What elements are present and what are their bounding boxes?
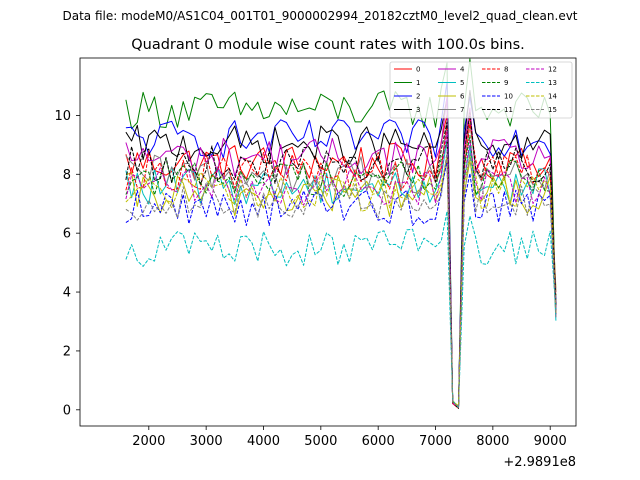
x-tick-label: 4000 — [247, 434, 280, 449]
y-tick-label: 2 — [63, 344, 71, 359]
x-tick-label: 2000 — [132, 434, 165, 449]
x-tick-label: 7000 — [419, 434, 452, 449]
legend-label-9: 9 — [504, 79, 508, 87]
x-tick-label: 5000 — [304, 434, 337, 449]
legend-label-13: 13 — [548, 79, 557, 87]
legend-label-11: 11 — [504, 106, 513, 114]
legend-label-7: 7 — [460, 106, 464, 114]
legend-label-15: 15 — [548, 106, 557, 114]
y-tick-label: 0 — [63, 403, 71, 418]
series-line-2 — [125, 81, 557, 408]
legend-label-10: 10 — [504, 93, 513, 101]
series-line-9 — [125, 134, 557, 407]
series-line-13 — [125, 210, 557, 408]
x-tick-label: 3000 — [190, 434, 223, 449]
series-line-11 — [125, 112, 557, 409]
x-tick-label: 6000 — [362, 434, 395, 449]
legend-label-1: 1 — [416, 79, 420, 87]
x-axis-offset-label: +2.9891e8 — [503, 455, 576, 470]
legend-label-3: 3 — [416, 106, 420, 114]
chart-title: Quadrant 0 module wise count rates with … — [131, 37, 525, 53]
series-line-10 — [125, 160, 557, 408]
y-tick-label: 10 — [54, 109, 71, 124]
series-line-15 — [125, 150, 557, 408]
legend-label-4: 4 — [460, 66, 465, 74]
legend-label-5: 5 — [460, 79, 464, 87]
legend-label-2: 2 — [416, 93, 420, 101]
figure-suptitle: Data file: modeM0/AS1C04_001T01_90000029… — [62, 9, 577, 23]
legend-label-14: 14 — [548, 93, 557, 101]
x-tick-label: 9000 — [534, 434, 567, 449]
legend-label-6: 6 — [460, 93, 465, 101]
y-tick-label: 6 — [63, 227, 71, 242]
x-tick-label: 8000 — [476, 434, 509, 449]
axes-frame — [79, 57, 577, 427]
series-line-14 — [125, 155, 557, 407]
series-line-4 — [125, 96, 557, 408]
series-line-6 — [125, 158, 557, 407]
legend-box — [389, 61, 573, 119]
series-line-3 — [125, 89, 557, 407]
series-line-12 — [125, 130, 557, 408]
legend-label-8: 8 — [504, 66, 508, 74]
y-axis-ticks: 0 2 4 6 8 10 — [54, 109, 80, 418]
legend-label-12: 12 — [548, 66, 557, 74]
y-tick-label: 8 — [63, 168, 71, 183]
series-layer — [125, 58, 557, 409]
y-tick-label: 4 — [63, 286, 71, 301]
legend-label-0: 0 — [416, 66, 420, 74]
x-axis-ticks: 2000 3000 4000 5000 6000 7000 8000 9000 — [132, 426, 567, 449]
